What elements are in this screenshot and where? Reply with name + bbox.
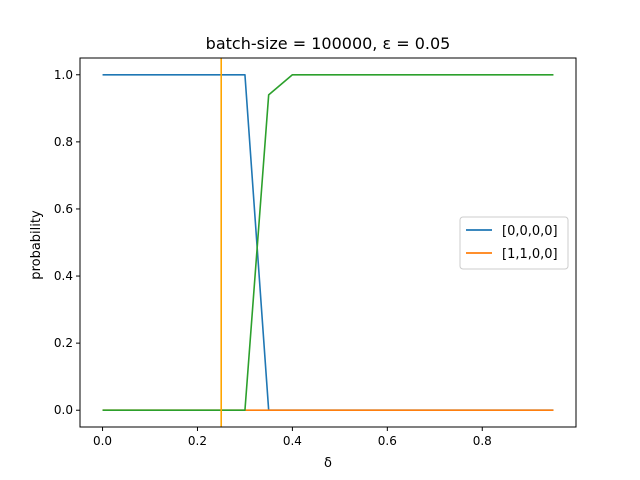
- y-tick-label: 0.6: [54, 202, 73, 216]
- y-tick-label: 0.2: [54, 336, 73, 350]
- y-tick-label: 0.4: [54, 269, 73, 283]
- y-tick-label: 0.0: [54, 403, 73, 417]
- series-line-3: [102, 73, 554, 412]
- plot-area: [79, 57, 577, 428]
- x-tick-label: 0.8: [473, 434, 492, 448]
- legend: [0,0,0,0] [1,1,0,0]: [459, 216, 569, 270]
- x-axis-label: δ: [324, 456, 332, 471]
- y-tick-label: 1.0: [54, 68, 73, 82]
- y-axis-label: probability: [29, 210, 44, 280]
- x-tick-label: 0.6: [378, 434, 397, 448]
- x-tick-label: 0.2: [188, 434, 207, 448]
- x-tick-label: 0.4: [283, 434, 302, 448]
- legend-entry: [0,0,0,0]: [502, 224, 558, 239]
- legend-entry: [1,1,0,0]: [502, 247, 558, 262]
- chart-title: batch-size = 100000, ε = 0.05: [206, 34, 451, 53]
- y-tick-label: 0.8: [54, 135, 73, 149]
- y-axis: 0.0 0.2 0.4 0.6 0.8 1.0: [54, 68, 80, 417]
- x-tick-label: 0.0: [93, 434, 112, 448]
- x-axis: 0.0 0.2 0.4 0.6 0.8: [93, 427, 492, 448]
- plot-frame: [79, 57, 577, 428]
